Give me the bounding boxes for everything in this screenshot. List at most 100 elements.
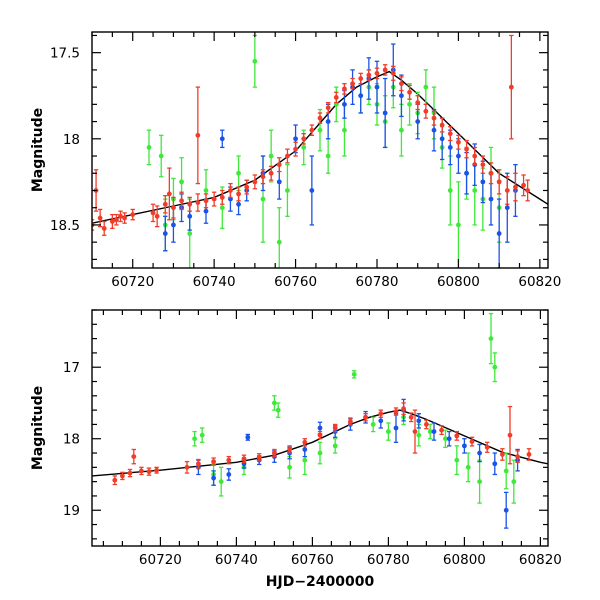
top-panel-red-point-29-marker — [309, 127, 315, 133]
bottom-panel-red-point-20-marker — [378, 411, 384, 417]
bottom-panel-green-point-10-marker — [332, 443, 338, 449]
bottom-panel-blue-point-1 — [211, 470, 217, 486]
top-panel-blue-point-5 — [219, 129, 225, 149]
top-panel-red-point-35 — [358, 72, 364, 85]
top-panel-red-point-40 — [399, 76, 404, 92]
top-panel-red-point-18-marker — [219, 194, 225, 200]
top-panel-red-point-41-marker — [407, 89, 412, 95]
top-panel-xtick-label-60760: 60760 — [274, 274, 317, 290]
bottom-panel-red-point-15-marker — [302, 439, 308, 445]
top-panel-red-point-39-marker — [390, 70, 396, 76]
top-panel-green-point-36-marker — [146, 145, 152, 150]
bottom-panel-red-point-17-marker — [332, 425, 338, 431]
top-panel-red-point-13 — [179, 191, 184, 211]
bottom-panel-green-point-8-marker — [302, 457, 308, 463]
top-panel-green-point-11-marker — [276, 239, 282, 245]
top-panel-green-point-30 — [456, 181, 461, 268]
top-panel-blue-point-31-marker — [496, 231, 502, 236]
top-panel-red-point-14-marker — [187, 201, 193, 207]
bottom-panel-red-point-28 — [484, 441, 490, 453]
bottom-panel-red-point-3 — [131, 448, 137, 465]
top-panel-blue-point-27-marker — [464, 170, 469, 176]
bottom-panel-red-point-21-marker — [393, 409, 399, 414]
top-panel-red-point-36-marker — [366, 72, 372, 78]
bottom-panel-red-point-22-marker — [401, 406, 406, 412]
bottom-panel-green-point-24 — [511, 459, 517, 504]
bottom-panel-marks-layer — [112, 312, 532, 529]
top-panel-green-point-12 — [285, 163, 290, 217]
top-panel-red-point-7-marker — [122, 215, 127, 221]
top-panel-green-point-9-marker — [260, 196, 266, 202]
top-panel-red-point-8 — [130, 208, 136, 221]
top-panel-red-point-22-marker — [252, 179, 258, 185]
top-panel-red-point-28 — [301, 132, 307, 145]
bottom-panel-red-point-6-marker — [154, 467, 160, 473]
bottom-panel-xtick-label-60780: 60780 — [367, 552, 410, 568]
bottom-panel-red-point-0-marker — [112, 477, 118, 483]
bottom-panel-green-point-21-marker — [488, 336, 494, 342]
bottom-panel-red-point-15 — [302, 438, 308, 447]
bottom-panel-red-point-6 — [154, 466, 160, 474]
bottom-panel-blue-point-13-marker — [378, 418, 384, 424]
top-panel-red-point-32-marker — [333, 95, 339, 100]
top-panel-green-point-10-marker — [268, 153, 274, 159]
top-panel-red-point-31-marker — [325, 105, 331, 111]
bottom-panel-blue-point-22-marker — [503, 507, 509, 513]
bottom-panel-red-point-13-marker — [272, 450, 277, 456]
top-panel-red-point-2 — [97, 208, 103, 228]
top-panel-red-point-47-marker — [456, 139, 461, 145]
bottom-panel-green-point-6-marker — [275, 407, 281, 413]
bottom-panel-blue-point-19-marker — [462, 443, 467, 449]
bottom-panel-green-point-1-marker — [199, 432, 205, 438]
bottom-panel-red-point-18 — [348, 417, 353, 426]
bottom-panel-green-point-9 — [317, 441, 323, 465]
top-panel-blue-point-14-marker — [342, 101, 347, 107]
bottom-panel-green-point-20 — [477, 459, 482, 504]
bottom-panel-blue-point-14-marker — [393, 425, 399, 431]
top-panel-blue-point-25-marker — [447, 145, 453, 150]
bottom-panel-red-point-20 — [378, 409, 384, 418]
top-panel-blue-point-21-marker — [399, 93, 404, 99]
bottom-panel-red-point-7-marker — [184, 464, 190, 470]
bottom-panel-green-point-20-marker — [477, 479, 482, 485]
top-panel-red-point-9-marker — [150, 210, 156, 216]
top-panel-ytick-label-18: 18 — [63, 132, 80, 148]
bottom-panel-green-point-18 — [454, 445, 460, 476]
top-panel-green-point-23-marker — [399, 127, 404, 133]
top-panel-model-curve — [92, 70, 548, 224]
bottom-panel-red-point-2-marker — [127, 470, 133, 476]
top-panel-blue-point-5-marker — [219, 136, 225, 142]
top-panel-red-point-25 — [276, 157, 282, 173]
bottom-panel-red-point-16-marker — [317, 432, 323, 438]
bottom-panel-green-point-23 — [503, 452, 509, 490]
bottom-panel-red-point-21 — [393, 407, 399, 416]
bottom-panel-ytick-label-18: 18 — [63, 432, 80, 448]
top-panel-red-point-59-marker — [195, 132, 201, 138]
bottom-panel-green-point-13 — [386, 422, 391, 441]
bottom-panel-green-point-22 — [492, 352, 498, 383]
bottom-panel-red-point-32-marker — [526, 452, 532, 457]
top-panel-green-point-36 — [146, 129, 152, 166]
top-panel-green-point-13-marker — [301, 145, 307, 150]
top-panel-red-point-56 — [521, 174, 526, 197]
bottom-panel-red-point-3-marker — [131, 454, 137, 460]
top-panel-red-point-15-marker — [195, 200, 201, 205]
bottom-panel-red-point-19 — [363, 413, 368, 422]
top-panel-red-point-6 — [118, 210, 123, 223]
bottom-panel-x-axis-title: HJD−2400000 — [266, 574, 375, 590]
top-panel-red-point-44 — [431, 110, 437, 126]
top-panel-red-point-26 — [285, 148, 290, 164]
bottom-panel-green-point-18-marker — [454, 457, 460, 463]
bottom-panel-green-point-3 — [218, 466, 224, 497]
top-panel-red-point-13-marker — [179, 198, 184, 204]
top-panel-blue-point-26-marker — [456, 153, 461, 159]
bottom-panel-red-point-33-marker — [412, 429, 418, 434]
bottom-panel-model-curve — [92, 409, 548, 477]
top-panel-red-point-32 — [333, 91, 339, 104]
top-panel-red-point-53 — [504, 176, 510, 205]
top-panel-red-point-43 — [423, 103, 429, 119]
top-panel-red-point-30 — [317, 112, 323, 124]
top-panel-red-point-3 — [101, 220, 107, 236]
top-panel-red-point-51 — [488, 162, 494, 185]
bottom-panel-red-point-26-marker — [454, 433, 460, 439]
